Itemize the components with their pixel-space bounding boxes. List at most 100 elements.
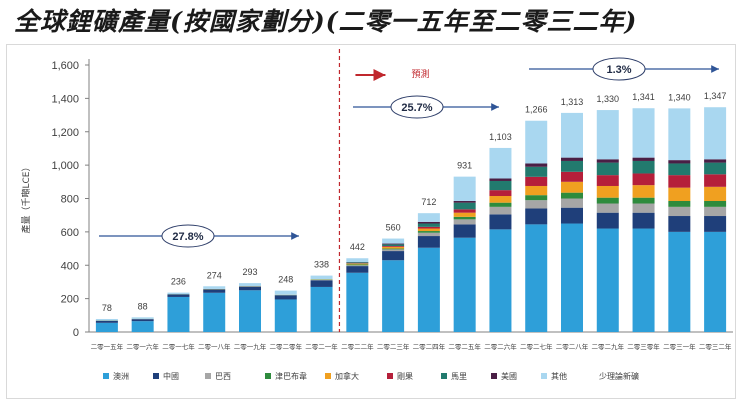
legend-swatch <box>387 373 393 379</box>
bar-segment <box>417 236 440 248</box>
legend-extra-entry: 少理論新礦 <box>599 371 639 381</box>
bar-segment <box>561 198 583 208</box>
bar-segment <box>489 202 512 207</box>
x-tick-label: 二零一九年 <box>234 342 267 351</box>
x-tick-label: 二零二二年 <box>341 342 374 351</box>
bar-segment <box>704 231 727 332</box>
legend-entry: 澳洲 <box>113 371 129 381</box>
bar-segment <box>632 212 655 229</box>
bar-segment <box>525 185 548 196</box>
bar-segment <box>596 110 619 160</box>
bar-segment <box>596 203 619 213</box>
bar-segment <box>382 249 405 252</box>
bar-segment <box>596 212 619 229</box>
y-tick-label: 600 <box>61 227 79 239</box>
bar-segment <box>382 244 405 247</box>
bar-segment <box>382 243 405 245</box>
bar-segment <box>382 251 405 261</box>
bar-segment <box>417 223 440 227</box>
bar-segment <box>525 208 548 225</box>
bar-segment <box>561 157 583 161</box>
bar-segment <box>704 159 727 163</box>
bar-segment <box>632 203 655 213</box>
legend-entry: 巴西 <box>215 372 231 381</box>
bar-segment <box>489 206 512 215</box>
bar-segment <box>632 228 655 332</box>
bar-segment <box>239 290 261 332</box>
bar-segment <box>95 318 118 321</box>
legend-entry: 馬里 <box>451 372 467 381</box>
legend-swatch <box>441 373 447 379</box>
bar-segment <box>561 181 583 193</box>
bar-segment <box>453 176 476 202</box>
bar-segment <box>704 162 727 175</box>
legend-swatch <box>491 373 497 379</box>
bar-segment <box>596 159 619 163</box>
bar-segment <box>203 289 226 293</box>
bar-segment <box>525 195 548 201</box>
x-tick-label: 二零二九年 <box>592 342 625 351</box>
bar-segment <box>632 160 655 174</box>
x-tick-label: 二零二零年 <box>270 342 303 351</box>
bar-total-label: 1,330 <box>597 94 620 104</box>
bar-total-label: 442 <box>350 242 365 252</box>
bar-segment <box>310 286 333 332</box>
y-tick-label: 1,400 <box>51 93 79 105</box>
bar-segment <box>239 286 261 291</box>
bar-segment <box>489 147 512 179</box>
bar-segment <box>453 201 476 203</box>
x-tick-label: 二零一七年 <box>162 342 195 351</box>
x-tick-label: 二零三二年 <box>699 342 732 351</box>
x-tick-label: 二零二五年 <box>448 342 481 351</box>
legend-entry: 中國 <box>163 371 179 381</box>
x-tick-label: 二零二四年 <box>413 342 446 351</box>
bar-segment <box>131 317 154 319</box>
bar-segment <box>453 237 476 332</box>
bar-segment <box>382 248 405 250</box>
bar-segment <box>417 226 440 229</box>
y-tick-label: 200 <box>61 294 79 306</box>
bar-segment <box>632 197 655 204</box>
bar-total-label: 1,340 <box>668 92 691 102</box>
bar-segment <box>489 229 512 332</box>
x-tick-label: 二零三一年 <box>663 342 696 351</box>
bar-segment <box>525 200 548 209</box>
bar-segment <box>632 157 655 161</box>
bar-segment <box>239 283 261 287</box>
bar-segment <box>95 320 118 323</box>
legend-swatch <box>153 373 159 379</box>
bar-total-label: 931 <box>457 161 472 171</box>
bar-segment <box>561 160 583 172</box>
bar-segment <box>668 160 691 164</box>
y-tick-label: 0 <box>73 327 79 339</box>
bar-segment <box>525 163 548 167</box>
bar-segment <box>561 112 583 158</box>
legend-entry: 津巴布韋 <box>275 371 307 381</box>
bar-total-label: 78 <box>102 303 112 313</box>
bar-segment <box>131 321 154 332</box>
bar-total-label: 1,103 <box>489 132 512 142</box>
x-tick-label: 二零三零年 <box>627 342 660 351</box>
x-tick-label: 二零二八年 <box>556 342 589 351</box>
y-tick-label: 800 <box>61 194 79 206</box>
bar-segment <box>525 224 548 332</box>
bar-segment <box>525 166 548 177</box>
bar-segment <box>596 175 619 186</box>
bar-segment <box>632 173 655 186</box>
cagr-history-label: 27.8% <box>172 231 203 243</box>
bar-segment <box>417 247 440 332</box>
bar-segment <box>489 190 512 196</box>
legend-swatch <box>541 373 547 379</box>
bar-total-label: 338 <box>314 260 329 270</box>
bar-segment <box>561 223 583 332</box>
bar-total-label: 712 <box>421 197 436 207</box>
bar-segment <box>346 258 369 263</box>
cagr-history-bubble <box>161 224 215 248</box>
bar-segment <box>596 185 619 198</box>
x-tick-label: 二零二六年 <box>484 342 517 351</box>
bar-segment <box>382 260 405 332</box>
bar-segment <box>274 299 297 332</box>
x-tick-label: 二零二一年 <box>305 342 338 351</box>
bar-segment <box>382 238 405 244</box>
bar-segment <box>346 263 369 265</box>
